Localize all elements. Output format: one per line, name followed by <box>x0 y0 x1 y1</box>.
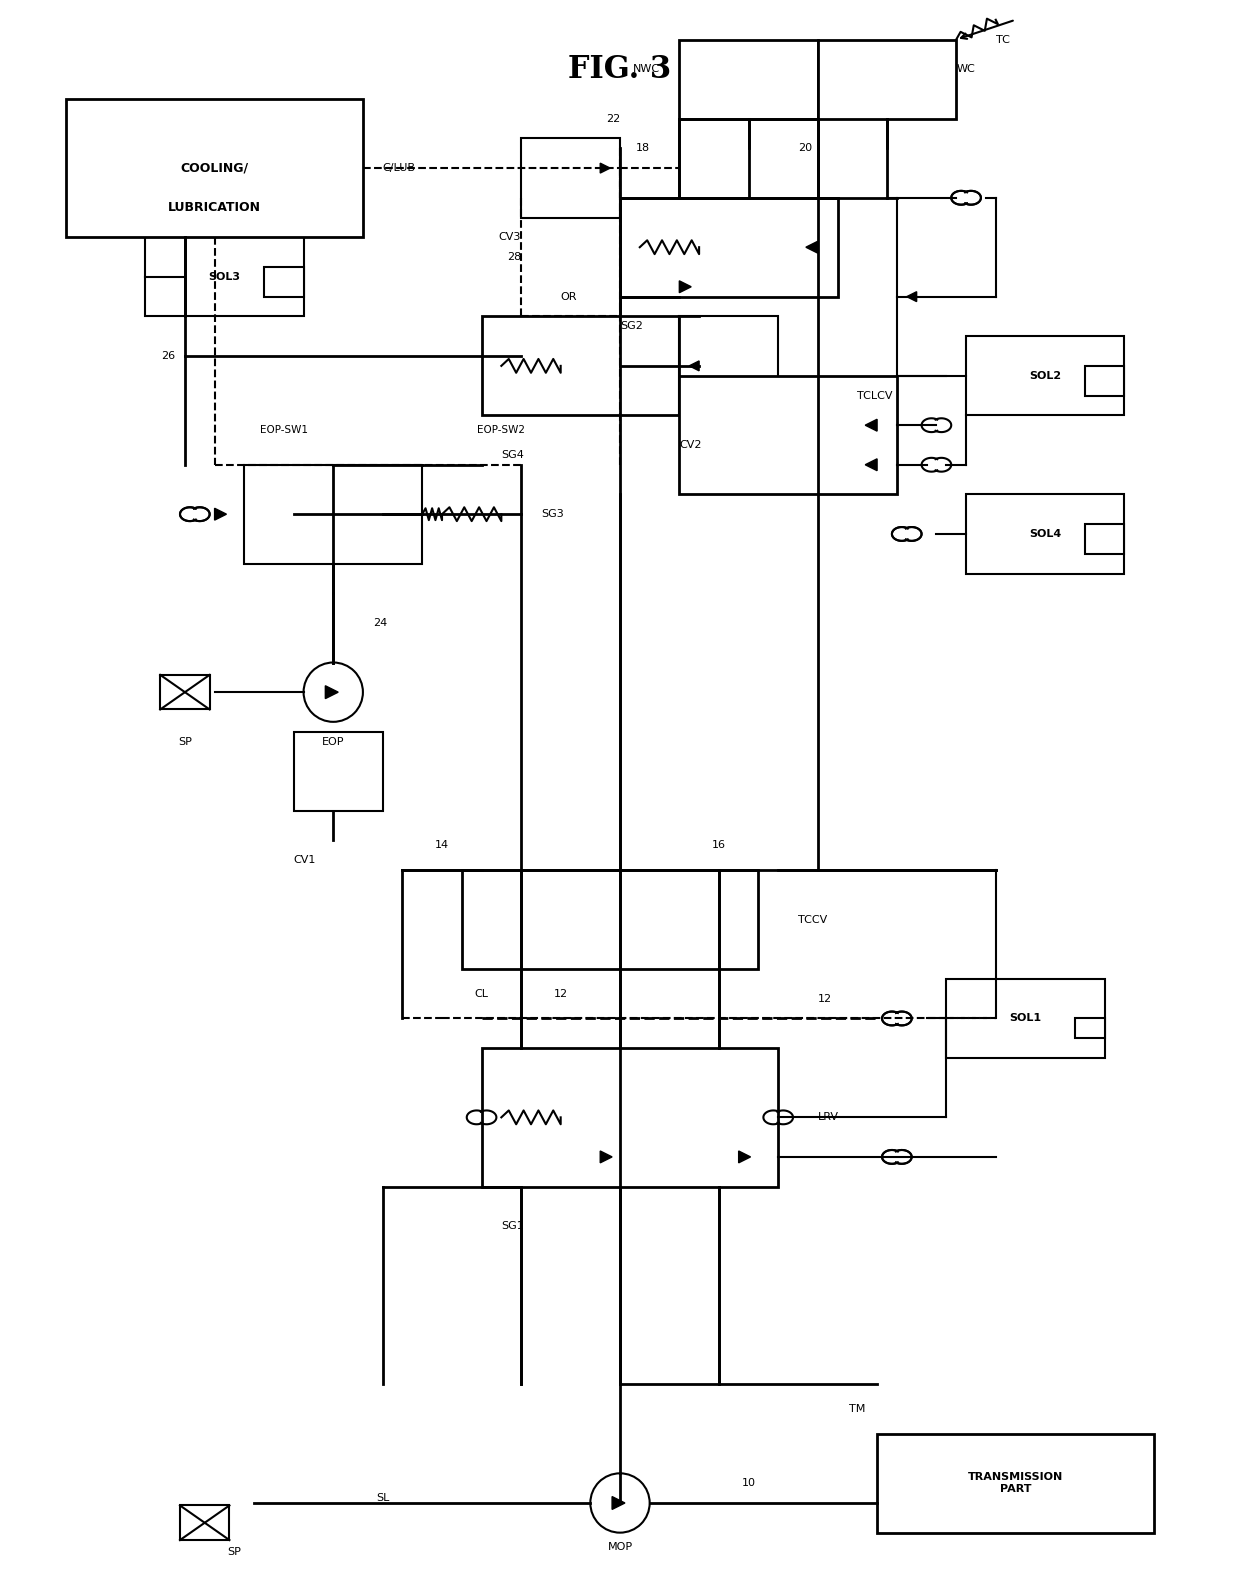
Bar <box>1075 1018 1105 1039</box>
Bar <box>461 870 759 969</box>
Text: SG3: SG3 <box>541 509 564 519</box>
Bar <box>244 465 423 563</box>
Bar <box>877 1433 1154 1532</box>
Text: SG2: SG2 <box>620 321 642 331</box>
Polygon shape <box>906 291 916 302</box>
Bar <box>680 317 779 415</box>
Polygon shape <box>806 242 817 253</box>
Text: 10: 10 <box>742 1478 755 1488</box>
Text: SOL4: SOL4 <box>1029 528 1061 539</box>
Bar <box>521 138 620 218</box>
Text: LUBRICATION: LUBRICATION <box>169 200 262 215</box>
Bar <box>1085 523 1125 554</box>
Text: 24: 24 <box>373 617 387 628</box>
Polygon shape <box>680 282 691 293</box>
Text: 12: 12 <box>817 994 832 1004</box>
Polygon shape <box>689 361 699 371</box>
Text: FIG. 3: FIG. 3 <box>568 54 672 84</box>
Polygon shape <box>325 686 339 698</box>
Polygon shape <box>600 164 610 173</box>
Text: CV2: CV2 <box>680 441 702 450</box>
Bar <box>1085 366 1125 396</box>
Bar <box>817 40 956 119</box>
Text: NWC: NWC <box>632 64 660 75</box>
Bar <box>145 237 304 317</box>
Text: TCCV: TCCV <box>799 915 827 924</box>
Bar <box>946 978 1105 1058</box>
Bar <box>620 197 837 296</box>
Text: SP: SP <box>179 737 192 746</box>
Bar <box>966 495 1125 573</box>
Bar <box>680 40 817 119</box>
Polygon shape <box>739 1150 750 1163</box>
Text: SP: SP <box>227 1548 242 1558</box>
Text: SOL1: SOL1 <box>1009 1013 1042 1023</box>
Text: WC: WC <box>956 64 975 75</box>
Text: 18: 18 <box>636 143 650 153</box>
Text: 22: 22 <box>606 113 620 124</box>
Bar <box>481 1048 779 1187</box>
Text: CL: CL <box>475 988 489 999</box>
Polygon shape <box>866 420 877 431</box>
Text: CV3: CV3 <box>498 232 521 242</box>
Bar <box>680 375 897 495</box>
Text: OR: OR <box>560 291 577 302</box>
Text: TC: TC <box>996 35 1009 45</box>
Text: SOL2: SOL2 <box>1029 371 1061 380</box>
Text: C/LUB: C/LUB <box>383 164 415 173</box>
Text: EOP-SW1: EOP-SW1 <box>260 425 308 434</box>
Text: 12: 12 <box>553 988 568 999</box>
Text: EOP-SW2: EOP-SW2 <box>477 425 526 434</box>
Bar <box>66 99 363 237</box>
Bar <box>294 732 383 811</box>
Polygon shape <box>600 1150 613 1163</box>
Text: TRANSMISSION
PART: TRANSMISSION PART <box>968 1472 1063 1494</box>
Text: MOP: MOP <box>608 1543 632 1553</box>
Bar <box>481 317 699 415</box>
Text: 14: 14 <box>435 840 449 850</box>
Text: SL: SL <box>376 1492 389 1503</box>
Text: TCLCV: TCLCV <box>857 390 893 401</box>
Bar <box>180 1505 229 1540</box>
Text: LRV: LRV <box>817 1112 838 1122</box>
Polygon shape <box>613 1497 625 1510</box>
Text: 20: 20 <box>799 143 812 153</box>
Text: SOL3: SOL3 <box>208 272 241 282</box>
Text: SG4: SG4 <box>501 450 525 460</box>
Text: 26: 26 <box>161 352 175 361</box>
Text: EOP: EOP <box>322 737 345 746</box>
Text: TM: TM <box>849 1403 866 1414</box>
Text: CV1: CV1 <box>294 856 316 866</box>
Polygon shape <box>866 458 877 471</box>
Text: 28: 28 <box>507 251 521 263</box>
Bar <box>966 336 1125 415</box>
Text: 16: 16 <box>712 840 725 850</box>
Text: COOLING/: COOLING/ <box>181 162 249 175</box>
Bar <box>264 267 304 296</box>
Bar <box>160 675 210 710</box>
Polygon shape <box>687 360 699 372</box>
Text: SG1: SG1 <box>501 1222 525 1231</box>
Polygon shape <box>215 508 227 520</box>
